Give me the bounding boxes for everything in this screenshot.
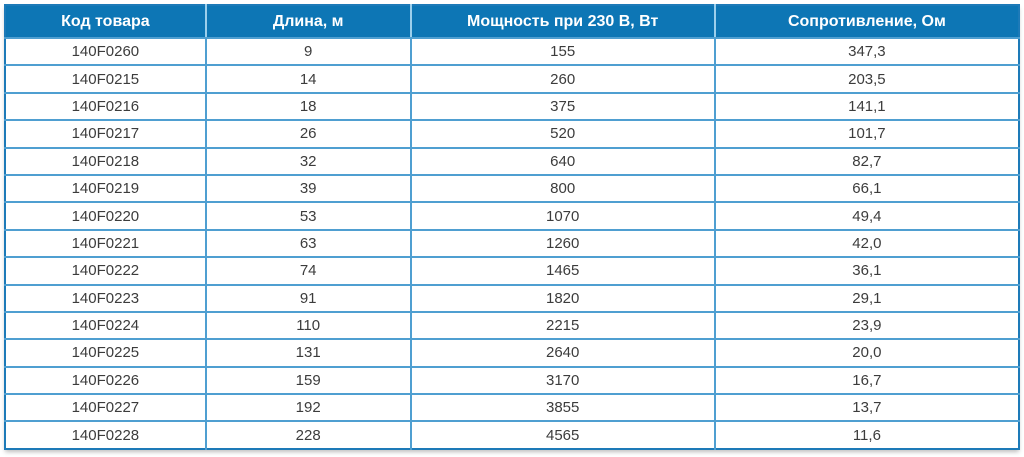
table-row: 140F0224 110 2215 23,9 <box>5 311 1019 341</box>
table-row: 140F0225 131 2640 20,0 <box>5 339 1019 368</box>
table-row: 140F0215 14 260 203,5 <box>5 65 1019 94</box>
table-row: 140F0226 159 3170 16,7 <box>5 366 1019 396</box>
table-row: 140F0223 91 1820 29,1 <box>5 284 1019 313</box>
table-cell: 16,7 <box>714 366 1019 396</box>
table-cell: 260 <box>410 65 716 94</box>
table-cell: 140F0216 <box>5 92 207 122</box>
table-cell: 1260 <box>410 229 716 259</box>
table-row: 140F0216 18 375 141,1 <box>5 92 1019 122</box>
table-cell: 192 <box>205 394 412 423</box>
table-cell: 140F0219 <box>5 174 207 204</box>
table-cell: 140F0260 <box>5 38 207 67</box>
table-cell: 140F0225 <box>5 339 207 368</box>
table-cell: 155 <box>410 38 716 67</box>
table-cell: 140F0215 <box>5 65 207 94</box>
table-cell: 140F0226 <box>5 366 207 396</box>
table-cell: 26 <box>205 120 412 149</box>
table-row: 140F0220 53 1070 49,4 <box>5 202 1019 231</box>
table-cell: 13,7 <box>714 394 1019 423</box>
table-cell: 159 <box>205 366 412 396</box>
table-cell: 1820 <box>410 284 716 313</box>
table-cell: 203,5 <box>714 65 1019 94</box>
table-cell: 228 <box>205 421 412 449</box>
table-cell: 9 <box>205 38 412 67</box>
table-cell: 2640 <box>410 339 716 368</box>
header-row: Код товара Длина, м Мощность при 230 В, … <box>5 5 1019 39</box>
table-cell: 520 <box>410 120 716 149</box>
table-cell: 53 <box>205 202 412 231</box>
column-header-product-code: Код товара <box>5 5 207 39</box>
table-cell: 91 <box>205 284 412 313</box>
table-row: 140F0260 9 155 347,3 <box>5 38 1019 67</box>
table-cell: 140F0224 <box>5 311 207 341</box>
table-row: 140F0222 74 1465 36,1 <box>5 257 1019 286</box>
table-cell: 140F0218 <box>5 147 207 176</box>
table-cell: 140F0227 <box>5 394 207 423</box>
table-cell: 39 <box>205 174 412 204</box>
table-cell: 82,7 <box>714 147 1019 176</box>
table-row: 140F0217 26 520 101,7 <box>5 120 1019 149</box>
table-cell: 11,6 <box>714 421 1019 449</box>
table-row: 140F0219 39 800 66,1 <box>5 174 1019 204</box>
table-cell: 140F0228 <box>5 421 207 449</box>
table-cell: 32 <box>205 147 412 176</box>
table-cell: 140F0217 <box>5 120 207 149</box>
table-cell: 3855 <box>410 394 716 423</box>
table-cell: 140F0222 <box>5 257 207 286</box>
table-cell: 14 <box>205 65 412 94</box>
table-cell: 131 <box>205 339 412 368</box>
column-header-resistance: Сопротивление, Ом <box>714 5 1019 39</box>
table-cell: 20,0 <box>714 339 1019 368</box>
table-cell: 18 <box>205 92 412 122</box>
table-cell: 140F0220 <box>5 202 207 231</box>
table-cell: 1070 <box>410 202 716 231</box>
table-row: 140F0228 228 4565 11,6 <box>5 421 1019 449</box>
table-cell: 375 <box>410 92 716 122</box>
table-cell: 42,0 <box>714 229 1019 259</box>
table-cell: 140F0221 <box>5 229 207 259</box>
table-cell: 1465 <box>410 257 716 286</box>
table-cell: 49,4 <box>714 202 1019 231</box>
table-cell: 347,3 <box>714 38 1019 67</box>
table-cell: 29,1 <box>714 284 1019 313</box>
table-cell: 36,1 <box>714 257 1019 286</box>
table-cell: 23,9 <box>714 311 1019 341</box>
table-cell: 140F0223 <box>5 284 207 313</box>
table-row: 140F0221 63 1260 42,0 <box>5 229 1019 259</box>
table-cell: 141,1 <box>714 92 1019 122</box>
product-table: Код товара Длина, м Мощность при 230 В, … <box>4 4 1020 450</box>
product-spec-table: Код товара Длина, м Мощность при 230 В, … <box>4 4 1020 450</box>
table-cell: 110 <box>205 311 412 341</box>
table-cell: 2215 <box>410 311 716 341</box>
table-row: 140F0218 32 640 82,7 <box>5 147 1019 176</box>
table-cell: 3170 <box>410 366 716 396</box>
table-cell: 74 <box>205 257 412 286</box>
table-cell: 800 <box>410 174 716 204</box>
table-header: Код товара Длина, м Мощность при 230 В, … <box>5 5 1019 39</box>
column-header-power: Мощность при 230 В, Вт <box>410 5 716 39</box>
table-row: 140F0227 192 3855 13,7 <box>5 394 1019 423</box>
column-header-length: Длина, м <box>205 5 412 39</box>
table-cell: 101,7 <box>714 120 1019 149</box>
table-body: 140F0260 9 155 347,3 140F0215 14 260 203,5 140F0… <box>5 38 1019 449</box>
table-cell: 63 <box>205 229 412 259</box>
table-cell: 640 <box>410 147 716 176</box>
table-cell: 4565 <box>410 421 716 449</box>
table-cell: 66,1 <box>714 174 1019 204</box>
